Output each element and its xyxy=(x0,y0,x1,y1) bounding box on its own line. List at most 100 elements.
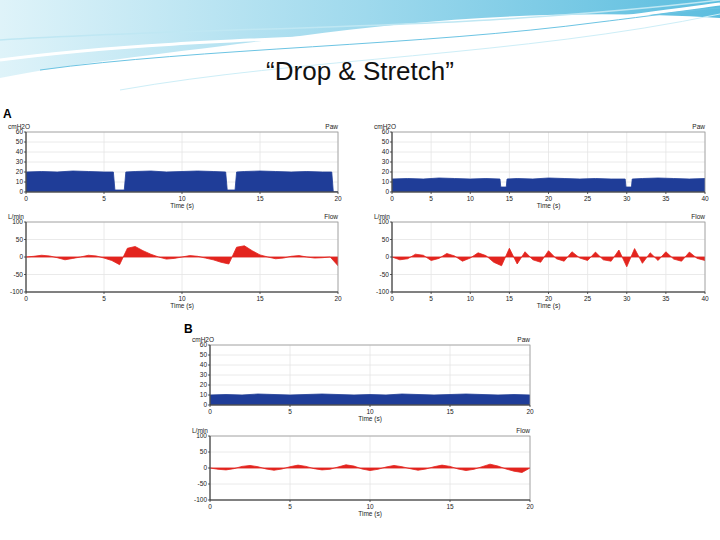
plot-area xyxy=(392,132,705,192)
swoosh-line xyxy=(0,4,720,60)
y-tick xyxy=(390,257,392,258)
x-tick-label: 0 xyxy=(24,195,28,202)
x-tick-label: 10 xyxy=(178,295,186,302)
y-tick xyxy=(24,274,26,275)
chart: -100-5005010005101520Time (s)L/minFlow xyxy=(8,213,342,310)
y-tick-label: -50 xyxy=(380,271,390,278)
x-axis-title: Time (s) xyxy=(170,202,194,210)
y-tick-label: 40 xyxy=(382,148,390,155)
x-tick-label: 20 xyxy=(545,195,553,202)
y-tick-label: 0 xyxy=(203,401,207,408)
y-tick-label: 30 xyxy=(200,371,208,378)
y-tick xyxy=(208,436,210,437)
y-tick-label: 0 xyxy=(385,188,389,195)
x-tick-label: 0 xyxy=(24,295,28,302)
data-group xyxy=(392,248,705,267)
chart-title: Paw xyxy=(325,123,338,130)
chart: 010203040506005101520Time (s)cmH2OPaw xyxy=(8,123,342,210)
plot-area xyxy=(210,345,530,405)
y-tick-label: 10 xyxy=(382,178,390,185)
waveform xyxy=(392,178,705,192)
y-tick xyxy=(24,162,26,163)
y-tick-label: -100 xyxy=(376,288,389,295)
y-tick-label: 10 xyxy=(200,391,208,398)
chart: 01020304050600510152025303540Time (s)cmH… xyxy=(374,123,709,210)
y-axis-title: L/min xyxy=(374,213,390,220)
plot-area xyxy=(210,436,530,500)
x-tick-label: 0 xyxy=(208,503,212,510)
x-tick-label: 10 xyxy=(366,503,374,510)
y-tick xyxy=(208,375,210,376)
x-tick-label: 15 xyxy=(506,195,514,202)
grid-line xyxy=(392,142,705,143)
y-tick xyxy=(208,345,210,346)
y-tick-label: 40 xyxy=(16,148,24,155)
grid-line xyxy=(26,142,338,143)
plot-frame xyxy=(210,436,530,500)
grid-line xyxy=(392,239,705,240)
x-tick-label: 15 xyxy=(506,295,514,302)
x-tick-label: 35 xyxy=(662,195,670,202)
y-tick-label: 0 xyxy=(203,464,207,471)
y-tick-label: 50 xyxy=(382,138,390,145)
plot-frame xyxy=(26,132,338,192)
y-tick xyxy=(390,274,392,275)
x-axis-title: Time (s) xyxy=(537,302,561,310)
y-tick xyxy=(390,172,392,173)
y-tick xyxy=(208,452,210,453)
x-tick-label: 20 xyxy=(526,503,534,510)
y-tick xyxy=(24,132,26,133)
y-axis-title: cmH2O xyxy=(374,123,396,130)
plot-frame xyxy=(210,345,530,405)
plot-area xyxy=(392,222,705,292)
y-tick xyxy=(24,257,26,258)
y-tick xyxy=(208,355,210,356)
grid-line xyxy=(26,274,338,275)
slide-title: “Drop & Stretch” xyxy=(266,56,454,86)
x-tick-label: 5 xyxy=(102,295,106,302)
waveform xyxy=(26,171,338,192)
chart-title: Flow xyxy=(324,213,338,220)
x-tick-label: 5 xyxy=(102,195,106,202)
plot-area xyxy=(26,222,338,292)
plot-area xyxy=(26,132,338,192)
x-axis-title: Time (s) xyxy=(170,302,194,310)
chart-title: Flow xyxy=(691,213,705,220)
data-group xyxy=(210,464,530,472)
x-tick-label: 20 xyxy=(334,295,342,302)
y-tick xyxy=(208,395,210,396)
y-tick xyxy=(208,385,210,386)
y-tick-label: 50 xyxy=(382,236,390,243)
background xyxy=(0,0,720,540)
swoosh-line xyxy=(0,0,720,40)
x-tick-label: 5 xyxy=(429,295,433,302)
y-tick-label: 40 xyxy=(200,361,208,368)
waveform xyxy=(210,394,530,405)
data-group xyxy=(210,394,530,405)
y-tick-label: -50 xyxy=(14,271,24,278)
y-tick-label: 10 xyxy=(16,178,24,185)
y-tick-label: 0 xyxy=(19,188,23,195)
y-axis-title: L/min xyxy=(192,427,208,434)
y-axis-title: cmH2O xyxy=(192,336,214,343)
data-group xyxy=(26,246,338,266)
y-tick-label: 0 xyxy=(385,253,389,260)
y-tick xyxy=(24,182,26,183)
x-tick-label: 15 xyxy=(256,195,264,202)
x-tick-label: 5 xyxy=(288,408,292,415)
x-tick-label: 15 xyxy=(446,503,454,510)
x-tick-label: 25 xyxy=(584,295,592,302)
x-tick-label: 5 xyxy=(288,503,292,510)
y-tick-label: 50 xyxy=(16,138,24,145)
y-tick-label: 30 xyxy=(16,158,24,165)
chart-title: Flow xyxy=(516,427,530,434)
y-tick xyxy=(390,182,392,183)
x-tick-label: 40 xyxy=(701,195,709,202)
grid-line xyxy=(392,274,705,275)
y-tick-label: 20 xyxy=(200,381,208,388)
x-axis-title: Time (s) xyxy=(358,415,382,423)
x-tick-label: 0 xyxy=(390,195,394,202)
y-tick xyxy=(390,152,392,153)
grid-line xyxy=(210,385,530,386)
x-tick-label: 10 xyxy=(178,195,186,202)
